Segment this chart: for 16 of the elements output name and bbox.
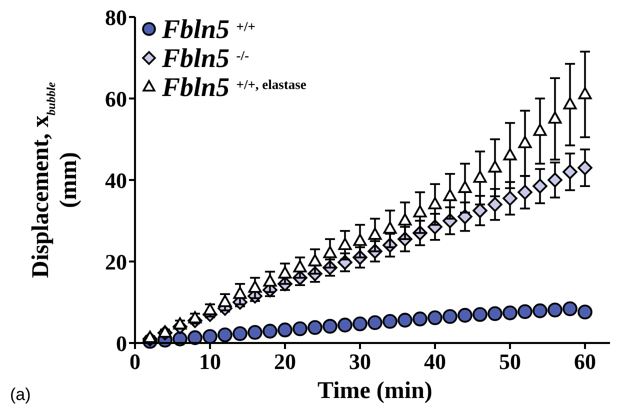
x-tick-label: 40 — [424, 349, 446, 374]
legend-label: Fbln5 $^{+/+}$ — [161, 14, 256, 44]
y-tick-label: 80 — [105, 5, 127, 30]
text: (a) — [10, 385, 31, 404]
y-tick-label: 60 — [105, 86, 127, 112]
x-tick-label: 60 — [574, 349, 596, 374]
x-tick-label: 10 — [199, 349, 221, 374]
y-tick-label: 40 — [105, 168, 127, 193]
x-axis-title: Time (min) — [318, 378, 432, 404]
x-tick-label: 50 — [499, 349, 521, 374]
legend-label: Fbln5 $^{-/-}$ — [161, 43, 250, 73]
y-tick-label: 0 — [116, 331, 127, 356]
x-tick-label: 20 — [274, 349, 296, 374]
y-tick-label: 20 — [105, 250, 127, 274]
legend-label: Fbln5 $^{+/+, elastase}$ — [161, 72, 306, 102]
x-tick-label: 30 — [349, 349, 371, 374]
